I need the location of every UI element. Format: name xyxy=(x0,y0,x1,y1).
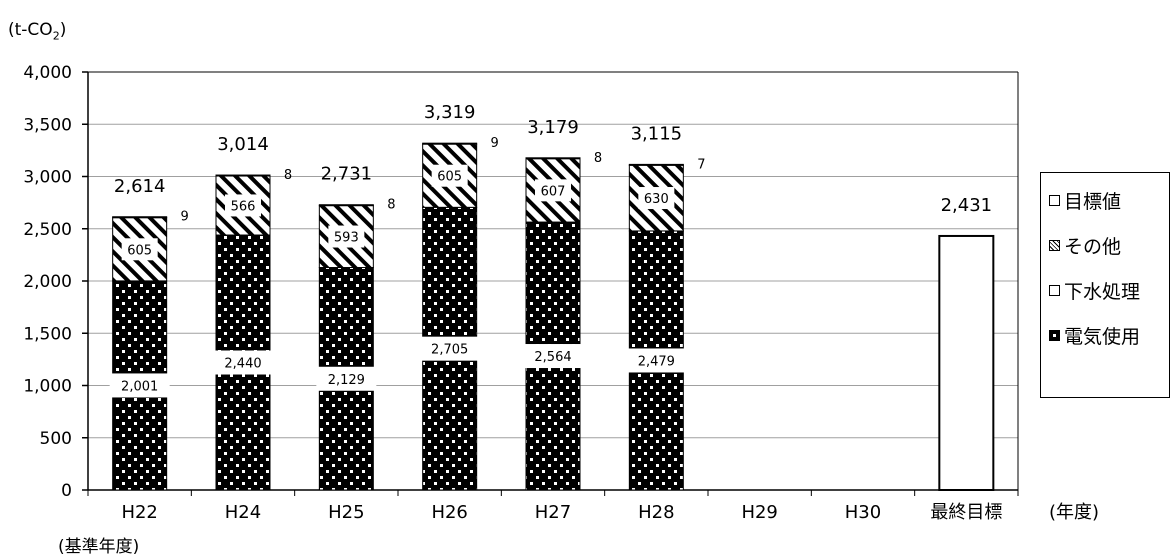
data-label-other: 7 xyxy=(697,157,705,172)
y-tick-label: 2,000 xyxy=(23,272,72,292)
legend-marker-electricity xyxy=(1049,330,1060,341)
y-tick-label: 0 xyxy=(61,481,72,501)
x-category-label: H25 xyxy=(328,502,364,523)
legend-item-sewage: 下水処理 xyxy=(1049,277,1140,304)
data-label-sewage: 630 xyxy=(644,192,669,207)
y-tick-label: 1,000 xyxy=(23,377,72,397)
data-label-electricity: 2,564 xyxy=(534,350,571,365)
bar-target xyxy=(938,234,995,491)
data-label-sewage: 605 xyxy=(437,170,462,185)
data-label-electricity: 2,129 xyxy=(328,373,365,388)
total-label: 3,319 xyxy=(424,102,476,123)
legend-marker-other xyxy=(1049,240,1060,251)
label-bg-electricity xyxy=(523,344,583,369)
y-tick-label: 4,000 xyxy=(23,63,72,83)
data-label-other: 8 xyxy=(284,168,292,183)
x-category-label: H28 xyxy=(638,502,674,523)
bar-other xyxy=(318,204,374,207)
data-labels: 2,001 605 9 2,614 2,440 566 8 3,014 2,129 593 8 2,7… xyxy=(109,102,993,398)
legend-item-electricity: 電気使用 xyxy=(1049,322,1140,349)
total-label: 3,115 xyxy=(631,123,683,144)
data-label-other: 9 xyxy=(181,210,189,225)
bar-other xyxy=(628,163,684,166)
label-bg-electricity xyxy=(213,350,273,375)
bar-other xyxy=(422,142,478,145)
legend-item-other: その他 xyxy=(1049,232,1121,259)
y-tick-label: 500 xyxy=(40,429,72,449)
x-category-label: H30 xyxy=(845,502,881,523)
data-label-other: 9 xyxy=(491,136,499,151)
label-bg-sewage xyxy=(121,238,158,261)
label-bg-sewage xyxy=(638,187,675,210)
bar-other xyxy=(215,174,271,177)
data-label-other: 8 xyxy=(387,198,395,213)
y-tick-label: 3,500 xyxy=(23,115,72,135)
data-label-electricity: 2,705 xyxy=(431,343,468,358)
x-category-label: H22 xyxy=(121,502,157,523)
label-bg-sewage xyxy=(225,194,261,217)
x-category-label: 最終目標 xyxy=(930,502,1002,523)
x-axis-title: (年度) xyxy=(1049,502,1099,523)
data-label-sewage: 566 xyxy=(231,199,256,214)
data-label-electricity: 2,479 xyxy=(638,354,675,369)
y-axis-unit-label: (t-CO2) xyxy=(8,20,67,43)
legend: 目標値 その他 下水処理 電気使用 xyxy=(1040,172,1170,398)
total-label: 3,014 xyxy=(217,134,269,155)
label-bg-electricity xyxy=(626,348,687,373)
label-bg-electricity xyxy=(316,366,377,391)
label-bg-sewage xyxy=(328,225,365,248)
total-label: 2,431 xyxy=(941,195,993,216)
label-bg-sewage xyxy=(431,164,468,187)
label-bg-electricity xyxy=(419,336,480,361)
data-label-electricity: 2,440 xyxy=(224,357,261,372)
data-label-other: 8 xyxy=(594,151,602,166)
y-tick-label: 3,000 xyxy=(23,168,72,188)
legend-marker-sewage xyxy=(1049,285,1060,296)
y-tick-label: 1,500 xyxy=(23,324,72,344)
total-label: 3,179 xyxy=(527,117,579,138)
data-label-sewage: 607 xyxy=(541,184,566,199)
total-label: 2,614 xyxy=(114,176,166,197)
x-category-label: H27 xyxy=(535,502,571,523)
data-label-sewage: 605 xyxy=(127,243,152,258)
bar-other xyxy=(112,216,168,219)
label-bg-sewage xyxy=(535,179,571,202)
base-year-note: (基準年度) xyxy=(58,537,139,557)
x-category-label: H29 xyxy=(741,502,777,523)
axes: 0 500 1,000 1,500 2,000 2,500 3,000 3,500 4,000 H… xyxy=(23,63,1099,557)
total-label: 2,731 xyxy=(321,164,373,185)
bar-other xyxy=(525,157,581,160)
data-label-sewage: 593 xyxy=(334,231,359,246)
legend-item-target: 目標値 xyxy=(1049,187,1121,214)
label-bg-electricity xyxy=(109,373,170,398)
legend-marker-target xyxy=(1049,195,1060,206)
x-category-label: H26 xyxy=(431,502,467,523)
y-tick-label: 2,500 xyxy=(23,220,72,240)
data-label-electricity: 2,001 xyxy=(121,379,158,394)
x-category-label: H24 xyxy=(225,502,261,523)
